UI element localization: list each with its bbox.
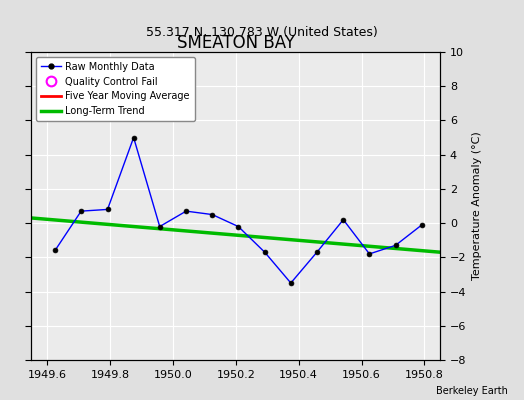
Title: SMEATON BAY: SMEATON BAY (177, 34, 295, 52)
Text: Berkeley Earth: Berkeley Earth (436, 386, 508, 396)
Text: 55.317 N, 130.783 W (United States): 55.317 N, 130.783 W (United States) (146, 26, 378, 39)
Y-axis label: Temperature Anomaly (°C): Temperature Anomaly (°C) (472, 132, 482, 280)
Legend: Raw Monthly Data, Quality Control Fail, Five Year Moving Average, Long-Term Tren: Raw Monthly Data, Quality Control Fail, … (36, 57, 195, 121)
